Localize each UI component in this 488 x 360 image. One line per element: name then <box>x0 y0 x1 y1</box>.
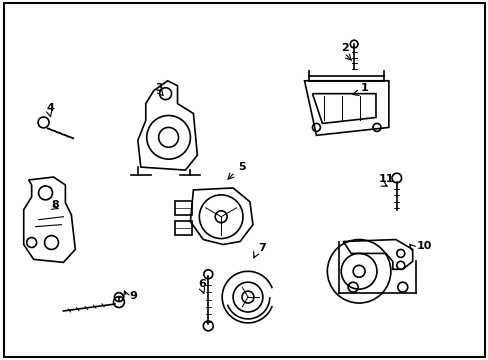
Text: 5: 5 <box>238 162 245 172</box>
Text: 10: 10 <box>416 242 431 251</box>
Text: 9: 9 <box>129 291 137 301</box>
Text: 6: 6 <box>198 279 206 289</box>
Text: 1: 1 <box>360 83 368 93</box>
Text: 3: 3 <box>155 83 163 93</box>
Text: 4: 4 <box>46 103 54 113</box>
Text: 2: 2 <box>341 43 348 53</box>
Bar <box>174 221 192 235</box>
Text: 11: 11 <box>378 174 394 184</box>
Text: 7: 7 <box>257 243 265 253</box>
Text: 8: 8 <box>51 200 59 210</box>
Bar <box>174 201 192 215</box>
